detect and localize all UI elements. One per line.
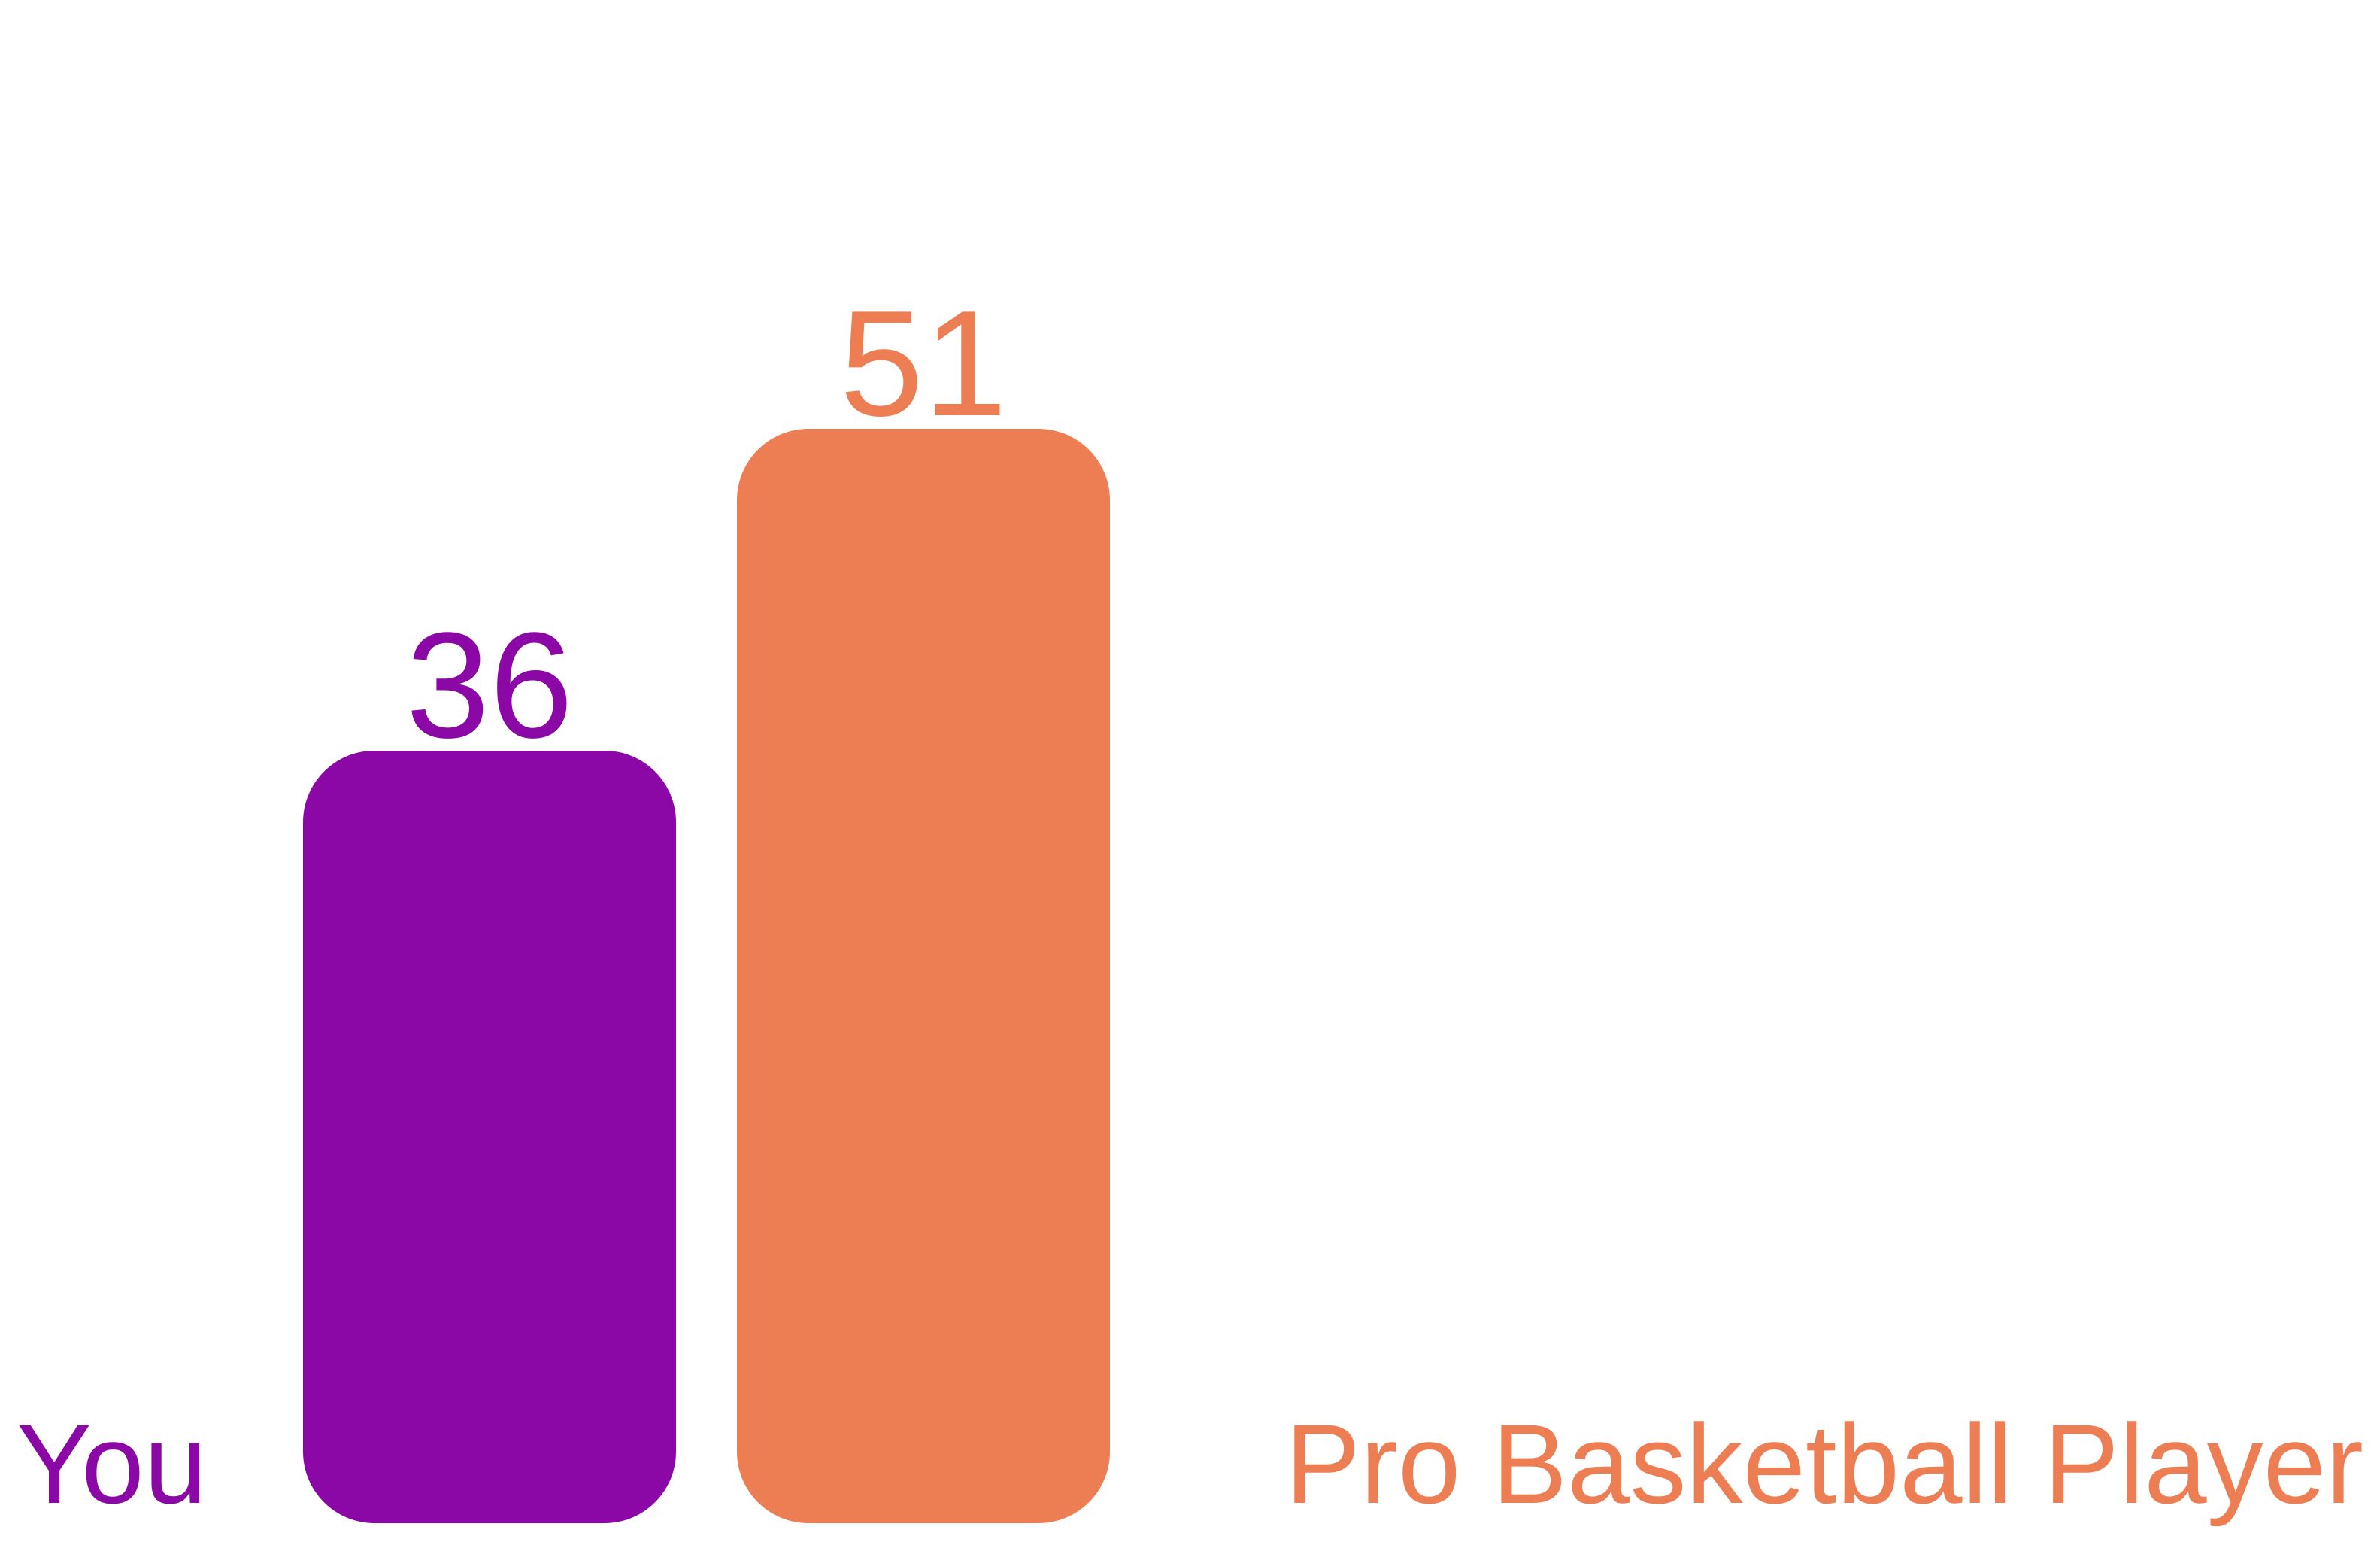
bar-you <box>303 750 676 1523</box>
bars-group <box>303 429 1110 1523</box>
value-label-you: 36 <box>406 602 573 769</box>
legend-label-pro-basketball-player: Pro Basketball Player <box>1285 1401 2363 1527</box>
legend-label-you: You <box>17 1401 207 1527</box>
bar-pro-basketball-player <box>737 429 1110 1523</box>
value-labels-group: 36 51 <box>406 280 1007 769</box>
legend-group: You Pro Basketball Player <box>17 1401 2363 1527</box>
value-label-pro-basketball-player: 51 <box>840 280 1007 448</box>
